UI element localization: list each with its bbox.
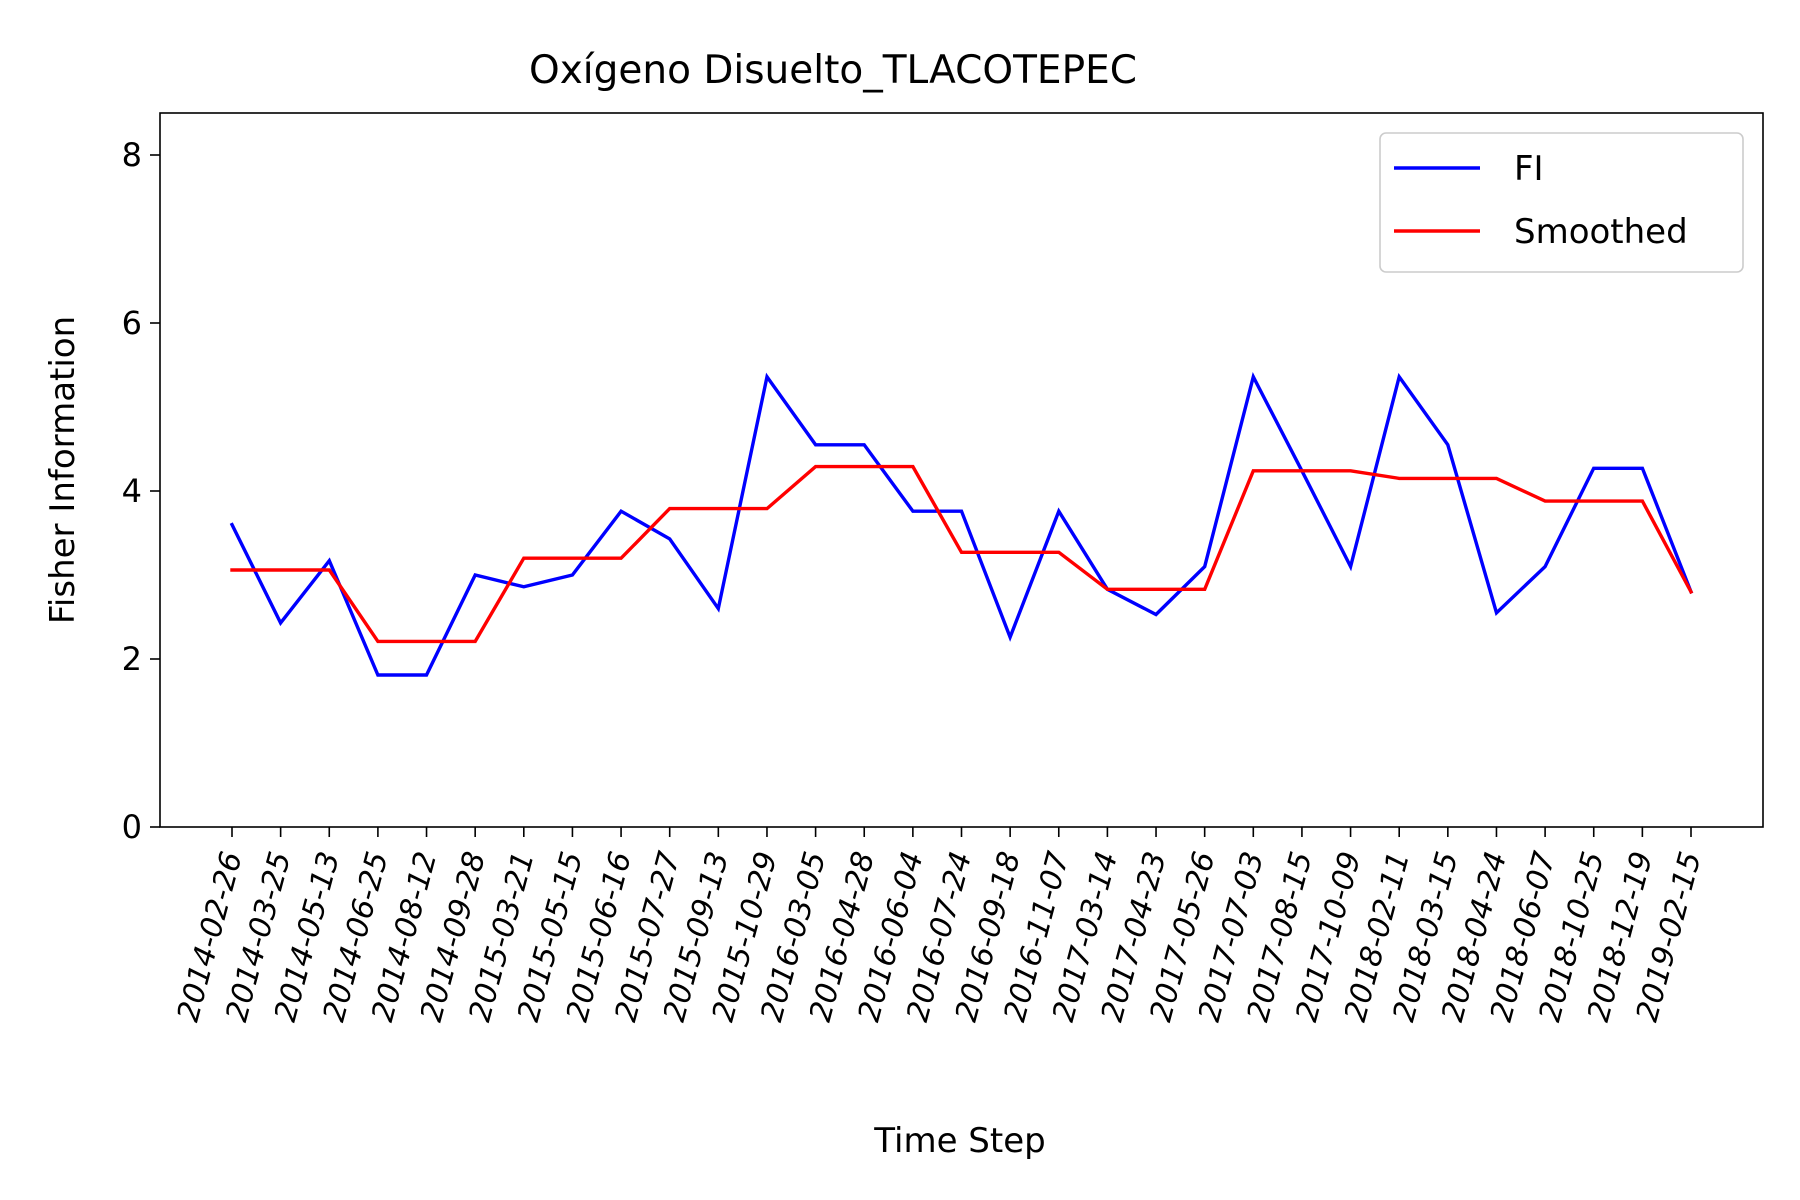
series-line-fi (229, 372, 1694, 677)
legend-label-smoothed: Smoothed (1514, 212, 1688, 252)
legend: FI Smoothed (1379, 132, 1744, 273)
y-tick-label: 0 (122, 808, 142, 846)
series-line-smoothed (230, 464, 1694, 644)
x-axis-label: Time Step (873, 1121, 1045, 1161)
chart-title: Oxígeno Disuelto_TLACOTEPEC (529, 48, 1137, 93)
y-tick-label: 8 (122, 136, 142, 174)
legend-label-fi: FI (1514, 149, 1544, 189)
series-layer (229, 372, 1694, 677)
y-tick-label: 2 (122, 640, 142, 678)
y-tick-label: 4 (122, 472, 142, 510)
y-axis: 0 2 4 6 8 (122, 136, 160, 846)
y-axis-label: Fisher Information (43, 316, 83, 624)
y-tick-label: 6 (122, 304, 142, 342)
